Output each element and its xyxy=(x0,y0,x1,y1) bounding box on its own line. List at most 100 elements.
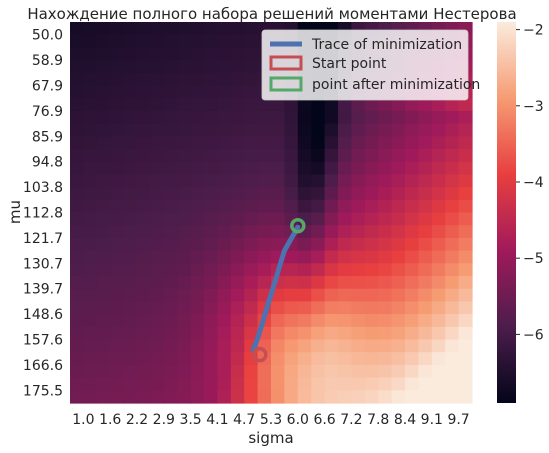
heatmap-cell xyxy=(418,174,432,187)
heatmap-cell xyxy=(137,225,151,238)
heatmap-cell xyxy=(204,276,218,289)
heatmap-cell xyxy=(432,263,446,276)
heatmap-cell xyxy=(365,200,379,213)
heatmap-cell xyxy=(110,98,124,111)
heatmap-cell xyxy=(217,136,231,149)
heatmap-cell xyxy=(365,289,379,302)
heatmap-cell xyxy=(231,149,245,162)
heatmap-cell xyxy=(83,225,97,238)
heatmap-cell xyxy=(392,162,406,175)
heatmap-cell xyxy=(177,47,191,60)
heatmap-cell xyxy=(83,390,97,403)
heatmap-cell xyxy=(217,174,231,187)
heatmap-cell xyxy=(204,35,218,48)
heatmap-cell xyxy=(97,213,111,226)
heatmap-cell xyxy=(124,390,138,403)
heatmap-cell xyxy=(137,187,151,200)
heatmap-cell xyxy=(150,136,164,149)
heatmap-cell xyxy=(351,289,365,302)
heatmap-cell xyxy=(97,47,111,60)
heatmap-cell xyxy=(177,22,191,35)
heatmap-cell xyxy=(110,200,124,213)
heatmap-cell xyxy=(459,352,473,365)
heatmap-cell xyxy=(70,213,84,226)
heatmap-cell xyxy=(137,378,151,391)
heatmap-cell xyxy=(110,213,124,226)
heatmap-cell xyxy=(124,352,138,365)
heatmap-cell xyxy=(271,378,285,391)
heatmap-cell xyxy=(459,111,473,124)
heatmap-cell xyxy=(204,124,218,137)
heatmap-cell xyxy=(298,289,312,302)
heatmap-cell xyxy=(137,390,151,403)
heatmap-cell xyxy=(432,365,446,378)
heatmap-cell xyxy=(392,187,406,200)
heatmap-cell xyxy=(271,340,285,353)
heatmap-cell xyxy=(177,73,191,86)
heatmap-cell xyxy=(418,200,432,213)
heatmap-cell xyxy=(392,289,406,302)
heatmap-cell xyxy=(164,22,178,35)
y-tick-label: 148.6 xyxy=(23,307,63,323)
heatmap-cell xyxy=(459,327,473,340)
heatmap-cell xyxy=(137,314,151,327)
heatmap-cell xyxy=(258,276,272,289)
heatmap-cell xyxy=(325,149,339,162)
heatmap-cell xyxy=(459,200,473,213)
heatmap-cell xyxy=(365,365,379,378)
heatmap-cell xyxy=(271,174,285,187)
heatmap-cell xyxy=(83,22,97,35)
heatmap-cell xyxy=(124,340,138,353)
heatmap-cell xyxy=(244,289,258,302)
heatmap-cell xyxy=(150,162,164,175)
heatmap-cell xyxy=(191,98,205,111)
heatmap-cell xyxy=(124,378,138,391)
heatmap-cell xyxy=(244,301,258,314)
heatmap-cell xyxy=(231,98,245,111)
heatmap-cell xyxy=(83,327,97,340)
heatmap-cell xyxy=(137,86,151,99)
heatmap-cell xyxy=(164,174,178,187)
x-tick-label: 1.6 xyxy=(99,412,121,428)
heatmap-cell xyxy=(445,238,459,251)
heatmap-cell xyxy=(271,352,285,365)
heatmap-cell xyxy=(177,60,191,73)
heatmap-cell xyxy=(351,162,365,175)
heatmap-cell xyxy=(258,225,272,238)
heatmap-cell xyxy=(459,162,473,175)
heatmap-cell xyxy=(110,136,124,149)
heatmap-cell xyxy=(405,187,419,200)
heatmap-cell xyxy=(405,390,419,403)
heatmap-cell xyxy=(110,327,124,340)
heatmap-cell xyxy=(459,174,473,187)
heatmap-cell xyxy=(459,263,473,276)
heatmap-cell xyxy=(150,200,164,213)
heatmap-cell xyxy=(217,327,231,340)
heatmap-cell xyxy=(445,111,459,124)
heatmap-cell xyxy=(164,365,178,378)
heatmap-cell xyxy=(164,35,178,48)
y-tick-label: 85.9 xyxy=(32,129,63,145)
heatmap-cell xyxy=(338,149,352,162)
heatmap-cell xyxy=(284,251,298,264)
heatmap-cell xyxy=(365,149,379,162)
x-axis-ticks: 1.01.62.22.93.54.14.75.36.06.67.27.88.49… xyxy=(72,412,469,428)
heatmap-cell xyxy=(298,200,312,213)
heatmap-cell xyxy=(191,86,205,99)
heatmap-cell xyxy=(110,174,124,187)
heatmap-cell xyxy=(392,238,406,251)
heatmap-cell xyxy=(70,73,84,86)
heatmap-cell xyxy=(405,136,419,149)
heatmap-cell xyxy=(217,22,231,35)
heatmap-cell xyxy=(271,365,285,378)
heatmap-cell xyxy=(405,124,419,137)
heatmap-cell xyxy=(418,314,432,327)
heatmap-cell xyxy=(378,378,392,391)
heatmap-cell xyxy=(284,263,298,276)
heatmap-cell xyxy=(298,352,312,365)
heatmap-cell xyxy=(164,238,178,251)
heatmap-cell xyxy=(405,289,419,302)
heatmap-cell xyxy=(137,276,151,289)
heatmap-cell xyxy=(392,200,406,213)
heatmap-cell xyxy=(177,136,191,149)
